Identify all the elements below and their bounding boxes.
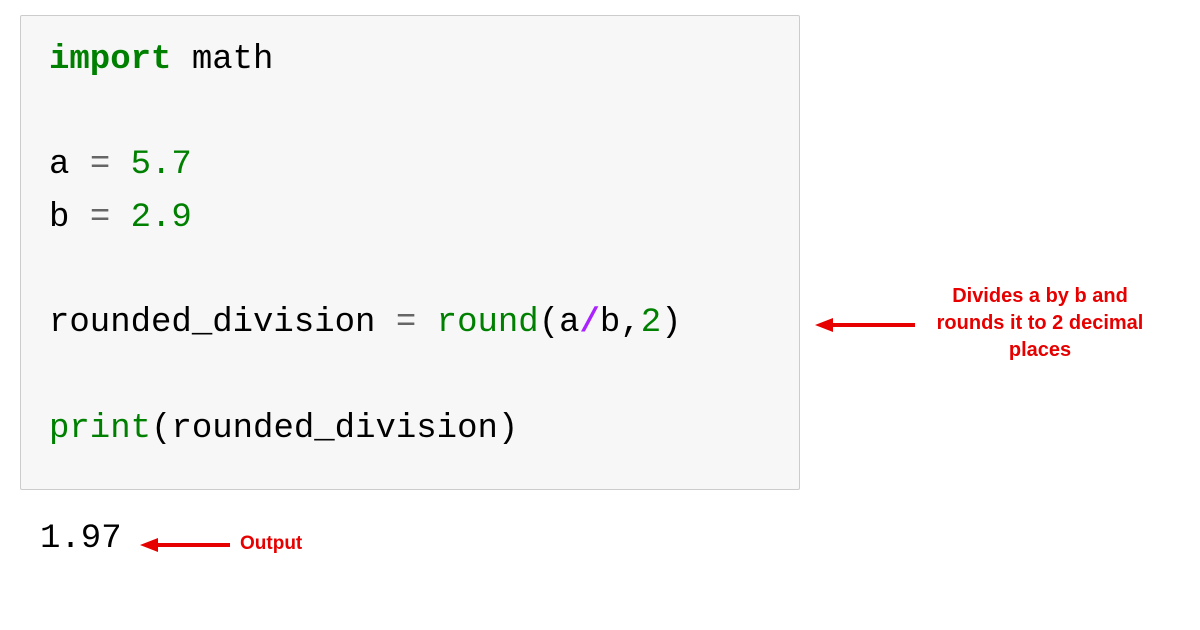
comma: , bbox=[620, 304, 640, 342]
arg-rd: rounded_division bbox=[171, 410, 497, 448]
paren-close: ) bbox=[661, 304, 681, 342]
var-rd: rounded_division bbox=[49, 304, 396, 342]
code-line-1: import math bbox=[49, 34, 771, 87]
code-line-8: print(rounded_division) bbox=[49, 403, 771, 456]
func-round: round bbox=[416, 304, 538, 342]
arrow-right-icon bbox=[815, 315, 915, 335]
op-eq: = bbox=[90, 146, 110, 184]
paren-open: ( bbox=[151, 410, 171, 448]
func-print: print bbox=[49, 410, 151, 448]
paren-open: ( bbox=[539, 304, 559, 342]
op-eq: = bbox=[90, 199, 110, 237]
code-blank-line bbox=[49, 350, 771, 403]
module-name: math bbox=[171, 41, 273, 79]
arrow-output-icon bbox=[140, 535, 230, 555]
arg-b: b bbox=[600, 304, 620, 342]
arg-a: a bbox=[559, 304, 579, 342]
paren-close: ) bbox=[498, 410, 518, 448]
code-line-3: a = 5.7 bbox=[49, 139, 771, 192]
num-val: 2.9 bbox=[110, 199, 192, 237]
var-b: b bbox=[49, 199, 90, 237]
code-line-6: rounded_division = round(a/b,2) bbox=[49, 297, 771, 350]
annotation-right: Divides a by b and rounds it to 2 decima… bbox=[925, 283, 1155, 364]
keyword-import: import bbox=[49, 41, 171, 79]
code-blank-line bbox=[49, 245, 771, 298]
op-eq: = bbox=[396, 304, 416, 342]
var-a: a bbox=[49, 146, 90, 184]
num-val: 5.7 bbox=[110, 146, 192, 184]
code-block: import math a = 5.7 b = 2.9 rounded_divi… bbox=[20, 15, 800, 490]
slash-op: / bbox=[580, 304, 600, 342]
arg-2: 2 bbox=[641, 304, 661, 342]
code-blank-line bbox=[49, 87, 771, 140]
output-value: 1.97 bbox=[40, 520, 122, 558]
code-line-4: b = 2.9 bbox=[49, 192, 771, 245]
annotation-output-label: Output bbox=[240, 533, 302, 555]
